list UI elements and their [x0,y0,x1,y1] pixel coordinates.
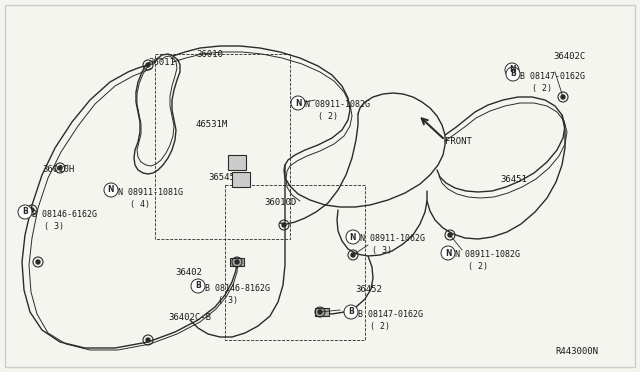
Text: B 08146-6162G: B 08146-6162G [32,210,97,219]
Circle shape [36,260,40,264]
Bar [315,308,329,316]
Text: 36011: 36011 [148,58,175,67]
Circle shape [298,101,302,105]
Text: ( 2): ( 2) [318,112,338,121]
Text: ( 3): ( 3) [44,222,64,231]
Text: 36402C-B: 36402C-B [168,313,211,322]
Text: 36010: 36010 [196,50,223,59]
Text: N 08911-1081G: N 08911-1081G [118,188,183,197]
Text: ( 2): ( 2) [532,84,552,93]
Circle shape [104,183,118,197]
Text: 36402C: 36402C [553,52,585,61]
Circle shape [441,246,455,260]
Circle shape [18,205,32,219]
Bar [155,54,290,239]
Text: N: N [108,186,115,195]
Bar [228,155,246,170]
Text: R443000N: R443000N [555,347,598,356]
Text: ( 3): ( 3) [372,246,392,255]
Text: ( 3): ( 3) [218,296,238,305]
Text: B: B [510,70,516,78]
Text: N 08911-1082G: N 08911-1082G [455,250,520,259]
Bar [230,258,244,266]
Text: N: N [349,232,356,241]
Text: FRONT: FRONT [445,137,472,146]
Bar [232,172,250,187]
Text: ( 2): ( 2) [370,322,390,331]
Text: B: B [22,208,28,217]
Circle shape [30,208,34,212]
Text: N: N [295,99,301,108]
Bar [225,185,365,340]
Circle shape [235,260,239,264]
Circle shape [58,166,62,170]
Text: 36545: 36545 [208,173,235,182]
Text: B 08146-8162G: B 08146-8162G [205,284,270,293]
Text: ( 2): ( 2) [468,262,488,271]
Circle shape [146,338,150,342]
Text: 36452: 36452 [355,285,382,294]
Circle shape [146,63,150,67]
Text: 36010H: 36010H [42,165,74,174]
Circle shape [318,310,322,314]
Text: N: N [509,65,515,74]
Text: 36451: 36451 [500,175,527,184]
Circle shape [505,63,519,77]
Circle shape [282,223,286,227]
Text: 36010D: 36010D [264,198,296,207]
Circle shape [344,305,358,319]
Text: B: B [195,282,201,291]
Text: B 08147-0162G: B 08147-0162G [520,72,585,81]
Circle shape [191,279,205,293]
Circle shape [346,230,360,244]
Circle shape [448,233,452,237]
Text: 46531M: 46531M [196,120,228,129]
Circle shape [506,67,520,81]
Text: N: N [445,248,451,257]
Circle shape [351,253,355,257]
Text: B: B [348,308,354,317]
Text: B 08147-0162G: B 08147-0162G [358,310,423,319]
Text: 36402: 36402 [175,268,202,277]
Text: N 08911-1062G: N 08911-1062G [360,234,425,243]
Circle shape [291,96,305,110]
Circle shape [561,95,565,99]
Text: ( 4): ( 4) [130,200,150,209]
Text: N 08911-1082G: N 08911-1082G [305,100,370,109]
